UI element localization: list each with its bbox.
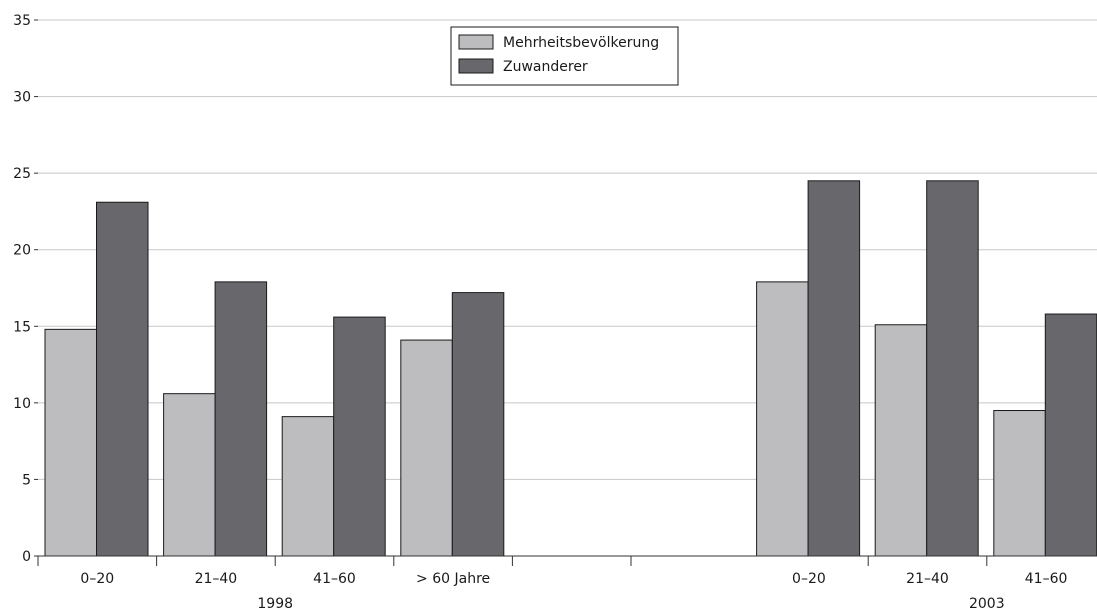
- bar-zuwanderer-2003-2: [1044, 313, 1097, 557]
- legend-label: Mehrheitsbevölkerung: [503, 35, 659, 51]
- bar-mehrheit-2003-2: [993, 410, 1046, 557]
- x-category-label: 41–60: [1025, 571, 1068, 587]
- y-tick-label: 30: [13, 90, 31, 106]
- bar-zuwanderer-1998-3: [451, 292, 505, 557]
- y-tick-label: 15: [13, 319, 31, 335]
- bar-mehrheit-1998-1: [163, 393, 216, 557]
- y-tick-label: 20: [13, 243, 31, 259]
- bars: [44, 180, 1097, 557]
- bar-mehrheit-2003-1: [874, 324, 928, 557]
- x-category-label: 21–40: [906, 571, 949, 587]
- x-category-label: > 60 Jahre: [416, 571, 490, 587]
- bar-mehrheit-1998-0: [44, 328, 97, 557]
- x-category-label: 0–20: [792, 571, 826, 587]
- bar-zuwanderer-1998-1: [214, 281, 268, 557]
- legend-label: Zuwanderer: [503, 59, 588, 75]
- bar-zuwanderer-1998-0: [96, 201, 149, 557]
- group-label-year: 1998: [257, 596, 293, 612]
- y-tick-label: 5: [22, 472, 31, 488]
- bar-mehrheit-2003-0: [756, 281, 809, 557]
- y-tick-label: 10: [13, 396, 31, 412]
- y-tick-label: 35: [13, 13, 31, 29]
- x-category-label: 21–40: [195, 571, 238, 587]
- legend-swatch: [458, 58, 494, 74]
- bar-zuwanderer-1998-2: [333, 316, 386, 557]
- bar-mehrheit-1998-2: [281, 416, 335, 557]
- x-category-label: 0–20: [80, 571, 114, 587]
- y-tick-label: 25: [13, 166, 31, 182]
- legend: Mehrheitsbevölkerung Zuwanderer: [450, 26, 679, 86]
- bar-mehrheit-1998-3: [400, 339, 453, 557]
- group-label-year: 2003: [969, 596, 1005, 612]
- y-tick-label: 0: [22, 549, 31, 565]
- bar-zuwanderer-2003-0: [807, 180, 861, 557]
- axes: 0 5 10 15 20 25 30 35 0–20 21–40 41–60 > 60 Jahre 19…: [13, 13, 1097, 612]
- x-category-label: 41–60: [313, 571, 356, 587]
- bar-zuwanderer-2003-1: [926, 180, 979, 557]
- legend-swatch: [458, 34, 494, 50]
